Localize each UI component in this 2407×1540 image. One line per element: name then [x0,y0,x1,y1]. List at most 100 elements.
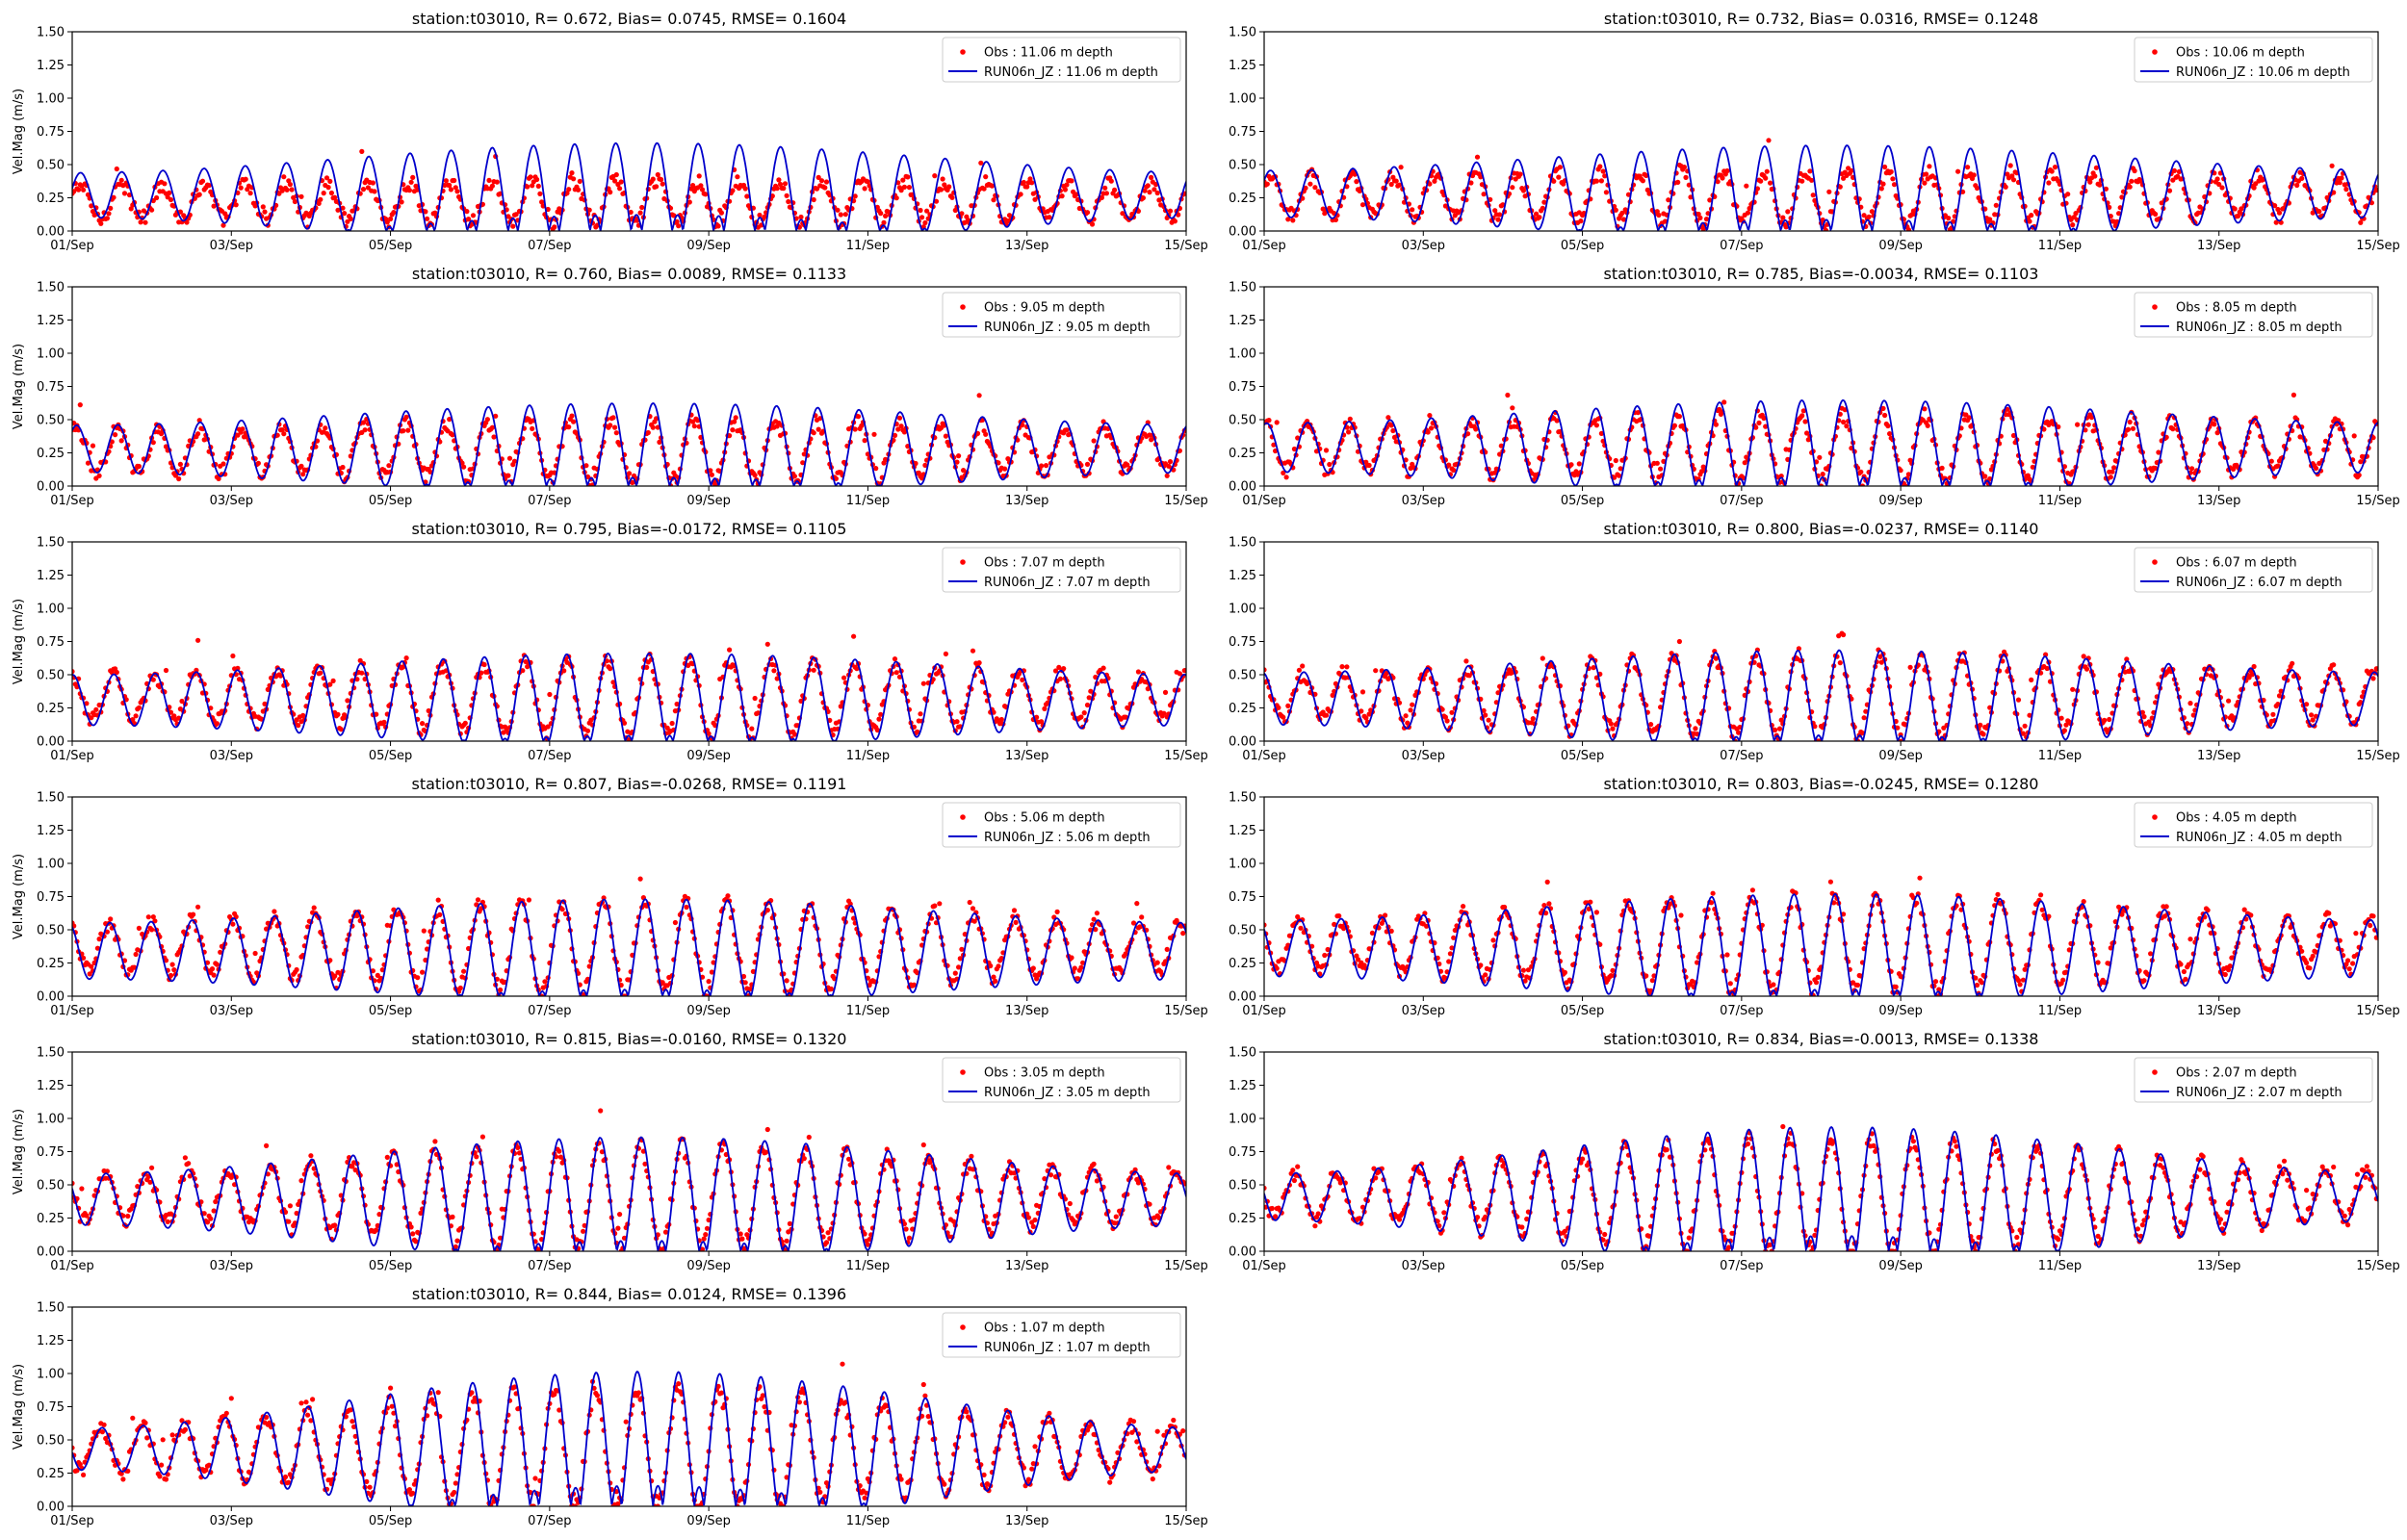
y-tick-label: 0.00 [37,735,65,750]
obs-point [1799,178,1805,184]
obs-point [405,427,411,433]
obs-point [1385,415,1391,421]
obs-point [1978,722,1983,729]
x-tick-label: 11/Sep [846,239,890,253]
obs-point [171,967,177,973]
obs-point [561,668,567,674]
obs-point [1427,413,1433,419]
legend-obs-label: Obs : 6.07 m depth [2176,556,2297,571]
obs-point [335,711,341,717]
obs-point [1123,714,1128,720]
obs-point [238,185,244,191]
obs-point [1089,221,1096,227]
obs-point [357,657,363,663]
obs-point [1481,192,1487,197]
obs-point [566,187,572,192]
obs-point [443,178,449,184]
subplot-title: station:t03010, R= 0.732, Bias= 0.0316, … [1604,10,2038,28]
obs-point [906,185,913,191]
obs-point [2103,186,2109,192]
y-tick-label: 0.50 [1229,159,1256,173]
obs-point [696,173,702,179]
obs-point [1695,211,1701,218]
legend-obs-marker [2152,304,2158,310]
obs-point [195,904,201,910]
obs-point [240,426,246,432]
obs-point [871,431,877,437]
y-tick-label: 0.75 [37,890,65,905]
obs-point [265,686,271,693]
obs-point [72,669,75,675]
x-tick-label: 07/Sep [1720,239,1763,253]
y-tick-label: 1.25 [37,59,65,73]
obs-point [978,160,984,166]
x-tick-label: 13/Sep [1005,494,1048,508]
obs-point [1102,185,1108,191]
x-tick-label: 03/Sep [210,749,253,763]
obs-point [650,424,656,430]
obs-point [1780,215,1786,220]
obs-point [896,674,903,680]
y-tick-label: 1.00 [1229,92,1256,107]
obs-point [2187,701,2193,706]
obs-point [1965,165,1971,170]
obs-point [1658,466,1664,472]
obs-point [1081,710,1087,716]
obs-point [1074,192,1079,197]
obs-point [1888,168,1894,175]
obs-point [1654,460,1660,466]
y-tick-label: 0.00 [1229,225,1256,240]
obs-point [196,192,202,197]
obs-point [1540,655,1545,661]
obs-point [2029,677,2034,683]
y-tick-label: 1.50 [37,26,65,40]
obs-point [1172,218,1178,224]
subplot: station:t03010, R= 0.785, Bias=-0.0034, … [1229,265,2400,508]
obs-point [1099,194,1104,200]
obs-point [204,960,211,965]
x-tick-label: 07/Sep [1720,749,1763,763]
obs-point [406,188,412,193]
obs-point [2351,433,2357,439]
obs-point [2235,213,2241,219]
obs-point [214,721,220,727]
obs-point [2299,175,2305,181]
obs-point [1697,215,1703,220]
obs-point [892,432,898,438]
x-tick-label: 01/Sep [50,494,93,508]
obs-point [1303,185,1308,191]
obs-point [230,653,236,659]
obs-point [841,675,847,680]
obs-point [1091,438,1097,444]
y-tick-label: 1.25 [1229,314,1256,328]
obs-point [552,224,557,230]
obs-point [2022,723,2028,729]
obs-point [401,428,406,434]
obs-point [862,438,867,444]
obs-point [294,717,299,723]
obs-point [1675,179,1681,185]
obs-point [154,194,160,201]
obs-point [1890,176,1896,182]
x-tick-label: 15/Sep [2356,494,2399,508]
obs-point [457,985,463,991]
obs-point [2107,716,2112,723]
obs-point [247,191,253,196]
y-tick-label: 0.00 [37,225,65,240]
obs-point [311,905,317,911]
obs-point [1761,415,1767,422]
obs-point [300,712,306,719]
obs-point [2166,188,2173,193]
axes-frame [1263,286,2379,487]
obs-point [1576,461,1582,467]
obs-point [1043,463,1049,469]
obs-point [1393,178,1399,184]
obs-point [1021,179,1026,186]
obs-point [583,463,589,469]
obs-point [822,185,828,191]
obs-point [470,213,477,218]
obs-point [1327,461,1333,468]
obs-point [577,178,582,184]
obs-point [1837,660,1843,666]
obs-point [211,972,217,978]
